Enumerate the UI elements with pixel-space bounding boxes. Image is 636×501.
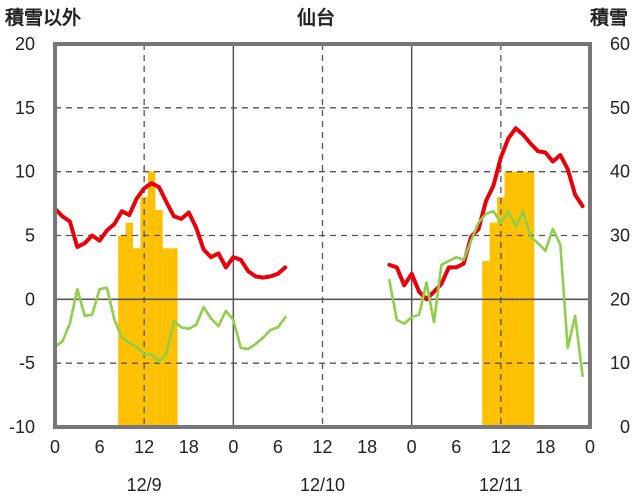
y-tick-label-left: 15 xyxy=(15,98,35,118)
snow-bar xyxy=(482,261,490,427)
y-tick-label-right: 30 xyxy=(610,226,630,246)
y-tick-label-left: 5 xyxy=(25,226,35,246)
date-label: 12/11 xyxy=(479,475,523,495)
x-tick-label: 6 xyxy=(451,437,461,457)
snow-bar xyxy=(125,222,134,427)
x-tick-labels: 0 6 12 18 0 6 12 18 0 6 12 18 0 xyxy=(50,437,595,457)
x-tick-label: 18 xyxy=(179,437,199,457)
x-tick-label: 0 xyxy=(407,437,417,457)
right-axis-label: 積雪 xyxy=(590,6,628,29)
y-tick-label-right: 40 xyxy=(610,162,630,182)
snow-bar xyxy=(118,235,126,427)
x-tick-label: 6 xyxy=(95,437,105,457)
x-tick-label: 6 xyxy=(273,437,283,457)
date-label: 12/9 xyxy=(127,475,162,495)
grid xyxy=(55,44,590,427)
y-tick-label-left: -10 xyxy=(9,417,35,437)
left-axis-label: 積雪以外 xyxy=(5,6,81,29)
y-tick-label-left: 10 xyxy=(15,162,35,182)
series-line xyxy=(53,181,288,280)
y-tick-label-left: 20 xyxy=(15,34,35,54)
date-label: 12/10 xyxy=(300,475,345,495)
x-tick-label: 0 xyxy=(50,437,60,457)
y-tick-label-right: 20 xyxy=(610,289,630,309)
right-tick-labels: 60 50 40 30 20 10 0 xyxy=(610,34,630,437)
series-line xyxy=(388,209,584,378)
series-line xyxy=(387,126,585,302)
x-tick-label: 18 xyxy=(535,437,555,457)
y-tick-label-left: -5 xyxy=(19,353,35,373)
y-tick-label-right: 0 xyxy=(620,417,630,437)
x-tick-label: 12 xyxy=(491,437,511,457)
series-line xyxy=(53,286,287,364)
x-tick-label: 12 xyxy=(134,437,154,457)
y-tick-label-right: 60 xyxy=(610,34,630,54)
y-tick-label-left: 0 xyxy=(25,289,35,309)
x-tick-label: 0 xyxy=(228,437,238,457)
plot-frame xyxy=(53,42,592,429)
snow-bar xyxy=(155,209,163,427)
snow-bar xyxy=(162,248,171,427)
x-tick-label: 12 xyxy=(312,437,332,457)
y-tick-label-right: 50 xyxy=(610,98,630,118)
snow-bar xyxy=(489,222,498,427)
chart-title: 仙台 xyxy=(297,6,335,29)
x-tick-label: 0 xyxy=(585,437,595,457)
date-labels: 12/9 12/10 12/11 xyxy=(127,475,523,495)
snow-bar xyxy=(170,248,178,427)
left-tick-labels: 20 15 10 5 0 -5 -10 xyxy=(9,34,35,437)
snow-bar xyxy=(133,248,141,427)
y-tick-label-right: 10 xyxy=(610,353,630,373)
x-tick-label: 18 xyxy=(357,437,377,457)
